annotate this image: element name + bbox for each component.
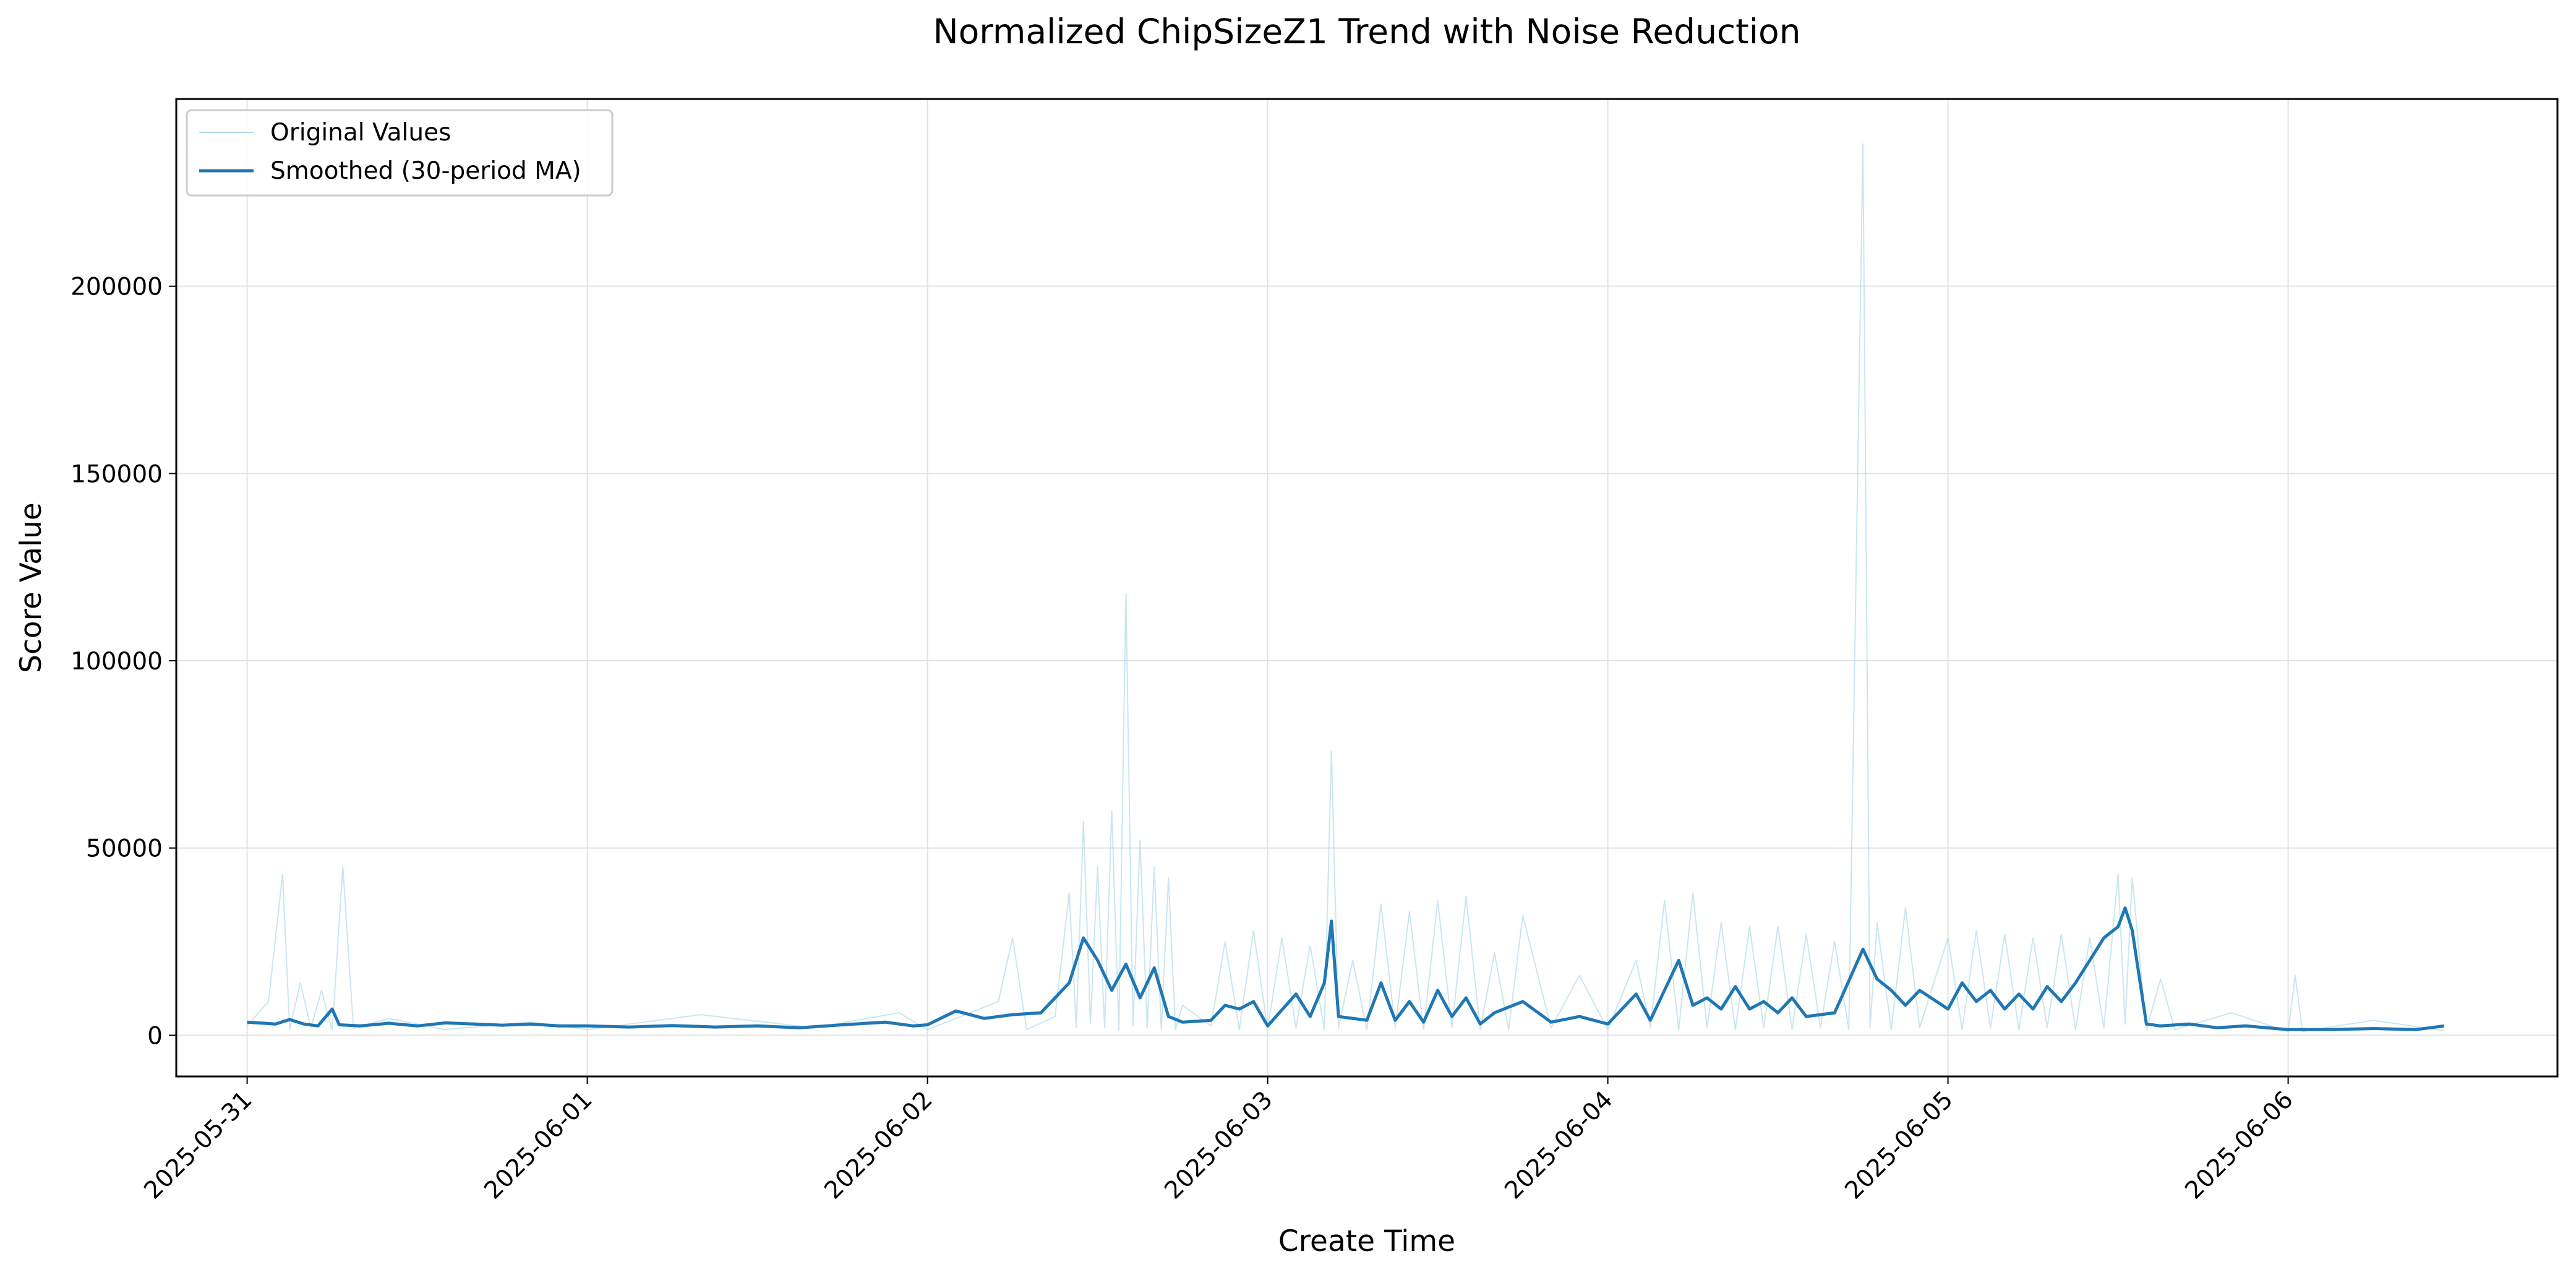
y-tick-label: 200000 xyxy=(71,273,163,301)
original-values-line xyxy=(246,143,2444,1033)
y-tick-label: 150000 xyxy=(71,460,163,488)
smoothed-ma-line xyxy=(247,906,2445,1031)
grid-layer xyxy=(176,99,2557,1076)
legend-box xyxy=(186,109,614,197)
legend-label-smoothed: Smoothed (30-period MA) xyxy=(270,157,581,185)
y-tick-label: 0 xyxy=(147,1022,163,1050)
original-series-layer xyxy=(246,143,2444,1033)
legend-label-original: Original Values xyxy=(270,119,451,147)
x-axis-title: Create Time xyxy=(1278,1224,1455,1258)
y-axis: 0 50000 100000 150000 200000 xyxy=(71,273,176,1050)
y-tick-label: 50000 xyxy=(86,835,163,863)
chart-title: Normalized ChipSizeZ1 Trend with Noise R… xyxy=(933,12,1800,51)
legend: Original Values Smoothed (30-period MA) xyxy=(186,109,614,197)
smoothed-series-layer xyxy=(247,906,2445,1031)
y-tick-label: 100000 xyxy=(71,648,163,676)
plot-area-frame xyxy=(175,98,2559,1078)
y-axis-title: Score Value xyxy=(14,502,48,673)
